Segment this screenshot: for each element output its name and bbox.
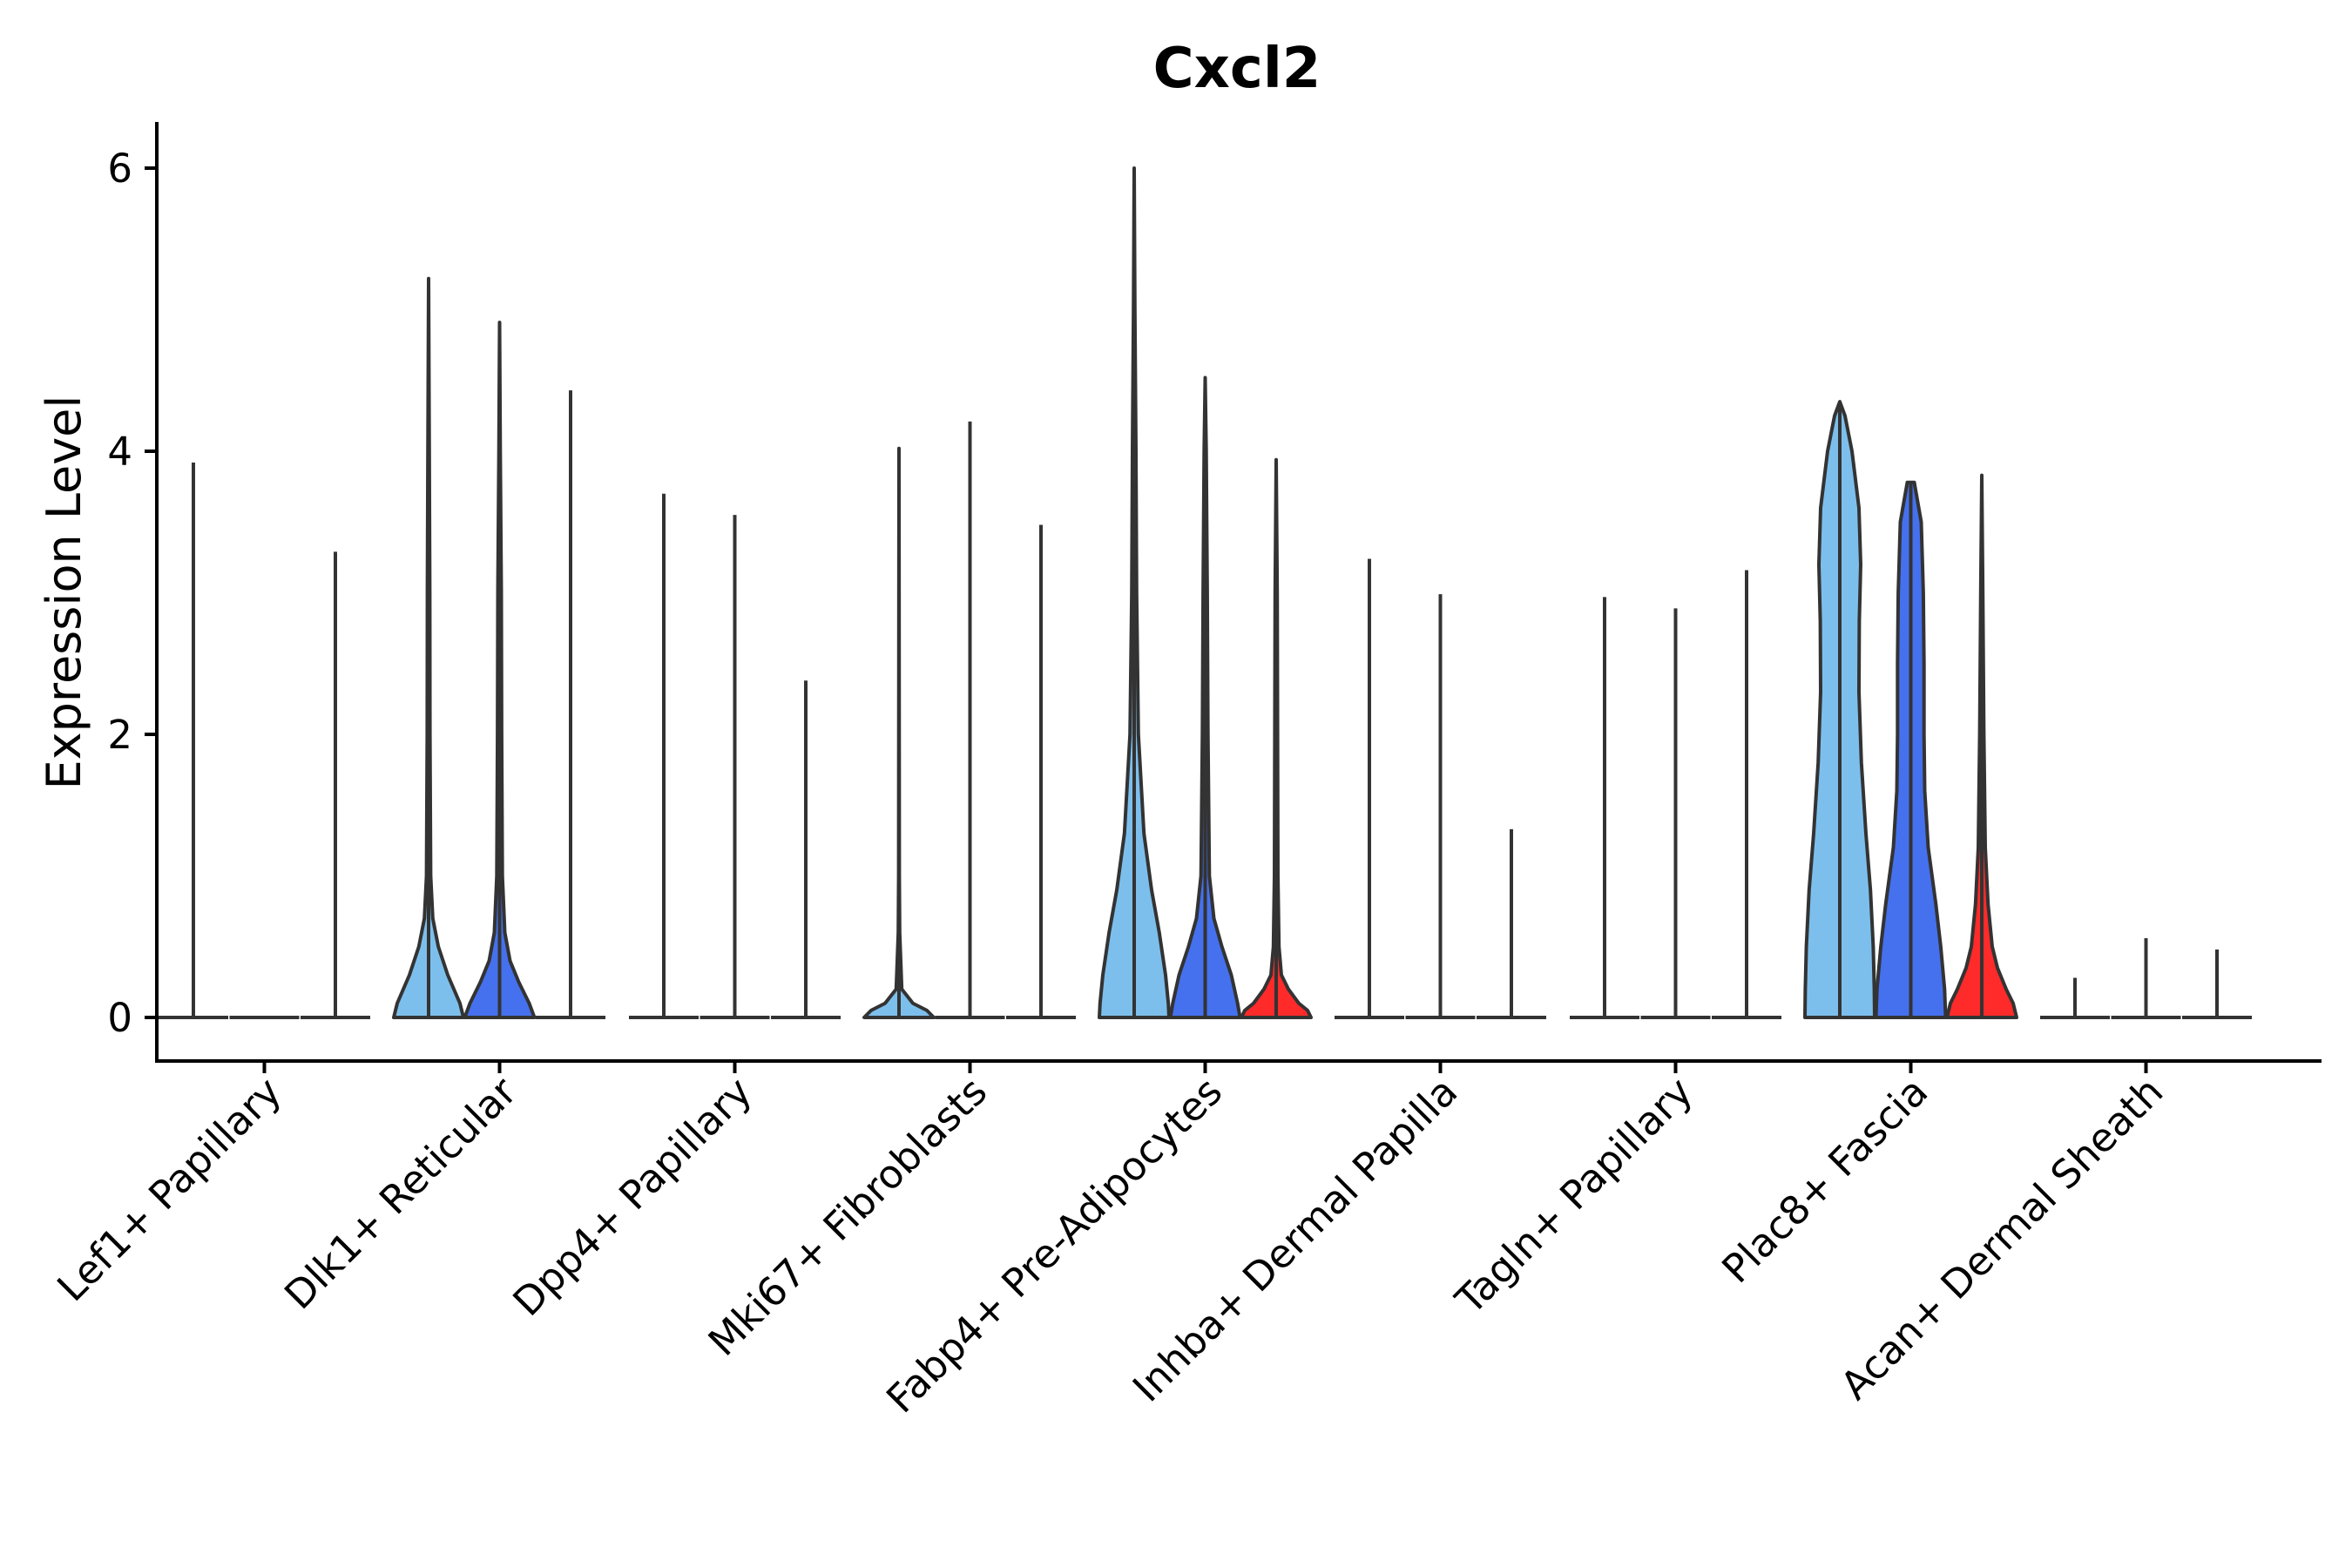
chart-title: Cxcl2 — [1153, 37, 1321, 101]
x-tick-label: Dlk1+ Reticular — [275, 1068, 525, 1318]
violin-group — [2040, 938, 2252, 1019]
violin-group — [159, 463, 370, 1019]
y-ticks: 0 2 4 6 — [107, 145, 157, 1041]
x-tick-label: Tagln+ Papillary — [1446, 1068, 1701, 1323]
violin-layer — [159, 166, 2252, 1019]
y-tick-label: 0 — [107, 995, 132, 1041]
x-tick-label: Dpp4+ Papillary — [504, 1068, 760, 1325]
violin-group — [1570, 570, 1781, 1019]
violin-group — [1335, 558, 1546, 1019]
violin-group — [629, 493, 841, 1019]
violin-group — [862, 421, 1076, 1019]
violin-group — [1098, 166, 1313, 1019]
y-tick-label: 4 — [107, 429, 132, 475]
violin-group — [1803, 400, 2018, 1019]
violin-group — [392, 276, 605, 1019]
x-tick-label: Plac8+ Fascia — [1713, 1068, 1936, 1292]
x-tick-label: Lef1+ Papillary — [48, 1068, 290, 1310]
y-tick-label: 2 — [107, 712, 132, 758]
y-axis-label: Expression Level — [37, 395, 91, 790]
y-tick-label: 6 — [107, 145, 132, 192]
